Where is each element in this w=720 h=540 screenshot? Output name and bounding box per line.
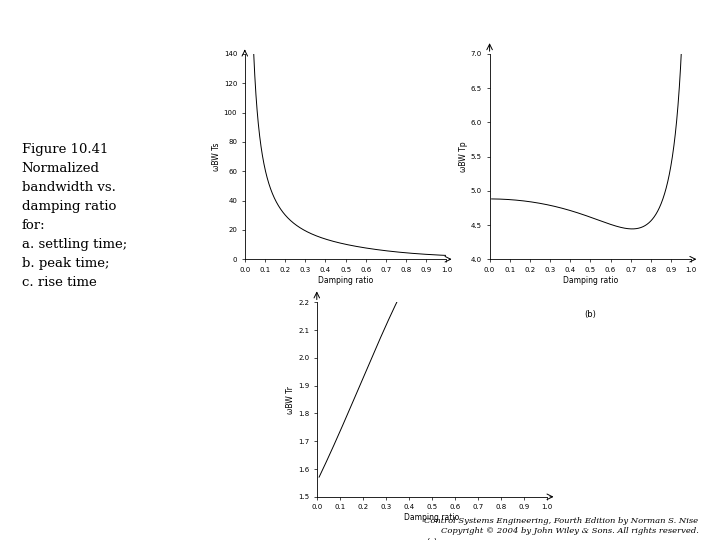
Y-axis label: ωBW Ts: ωBW Ts [212, 143, 221, 171]
Text: Control Systems Engineering, Fourth Edition by Norman S. Nise
Copyright © 2004 b: Control Systems Engineering, Fourth Edit… [424, 517, 698, 535]
Y-axis label: ωBW Tr: ωBW Tr [286, 386, 295, 414]
X-axis label: Damping ratio: Damping ratio [318, 275, 373, 285]
Text: (a): (a) [340, 309, 351, 319]
Text: Figure 10.41
Normalized
bandwidth vs.
damping ratio
for:
a. settling time;
b. pe: Figure 10.41 Normalized bandwidth vs. da… [22, 143, 127, 289]
Text: (c): (c) [426, 538, 438, 540]
X-axis label: Damping ratio: Damping ratio [563, 275, 618, 285]
X-axis label: Damping ratio: Damping ratio [405, 513, 459, 522]
Text: (b): (b) [585, 309, 596, 319]
Y-axis label: ωBW Tp: ωBW Tp [459, 141, 468, 172]
